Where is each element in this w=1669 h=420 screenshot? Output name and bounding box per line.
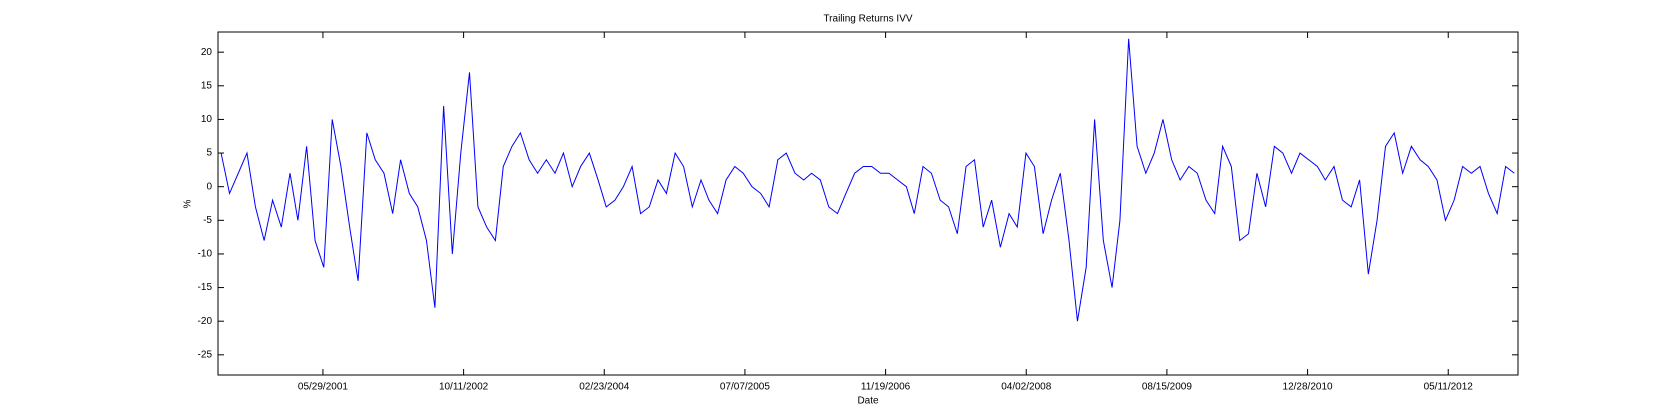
y-tick-label: 5 [206, 148, 212, 159]
y-tick-label: -5 [203, 215, 212, 226]
y-tick-label: 0 [206, 181, 212, 192]
x-tick-label: 11/19/2006 [861, 382, 911, 393]
x-tick-label: 12/28/2010 [1283, 382, 1333, 393]
plot-frame [217, 31, 1519, 376]
y-tick-label: 15 [201, 80, 213, 91]
y-tick-label: -10 [198, 249, 213, 260]
x-tick-label: 05/11/2012 [1424, 382, 1474, 393]
data-line [220, 38, 1515, 322]
y-tick-label: -25 [198, 349, 213, 360]
y-tick-label: -20 [198, 316, 213, 327]
y-axis-label: % [183, 199, 194, 208]
y-tick-label: 10 [201, 114, 213, 125]
x-tick-label: 02/23/2004 [579, 382, 629, 393]
x-tick-label: 05/29/2001 [298, 382, 348, 393]
x-tick-label: 10/11/2002 [439, 382, 489, 393]
x-tick-label: 04/02/2008 [1001, 382, 1051, 393]
x-axis-label: Date [857, 396, 879, 407]
chart-title: Trailing Returns IVV [823, 14, 912, 25]
y-tick-label: -15 [198, 282, 213, 293]
y-tick-label: 20 [201, 47, 213, 58]
x-tick-label: 07/07/2005 [720, 382, 770, 393]
x-tick-label: 08/15/2009 [1142, 382, 1192, 393]
